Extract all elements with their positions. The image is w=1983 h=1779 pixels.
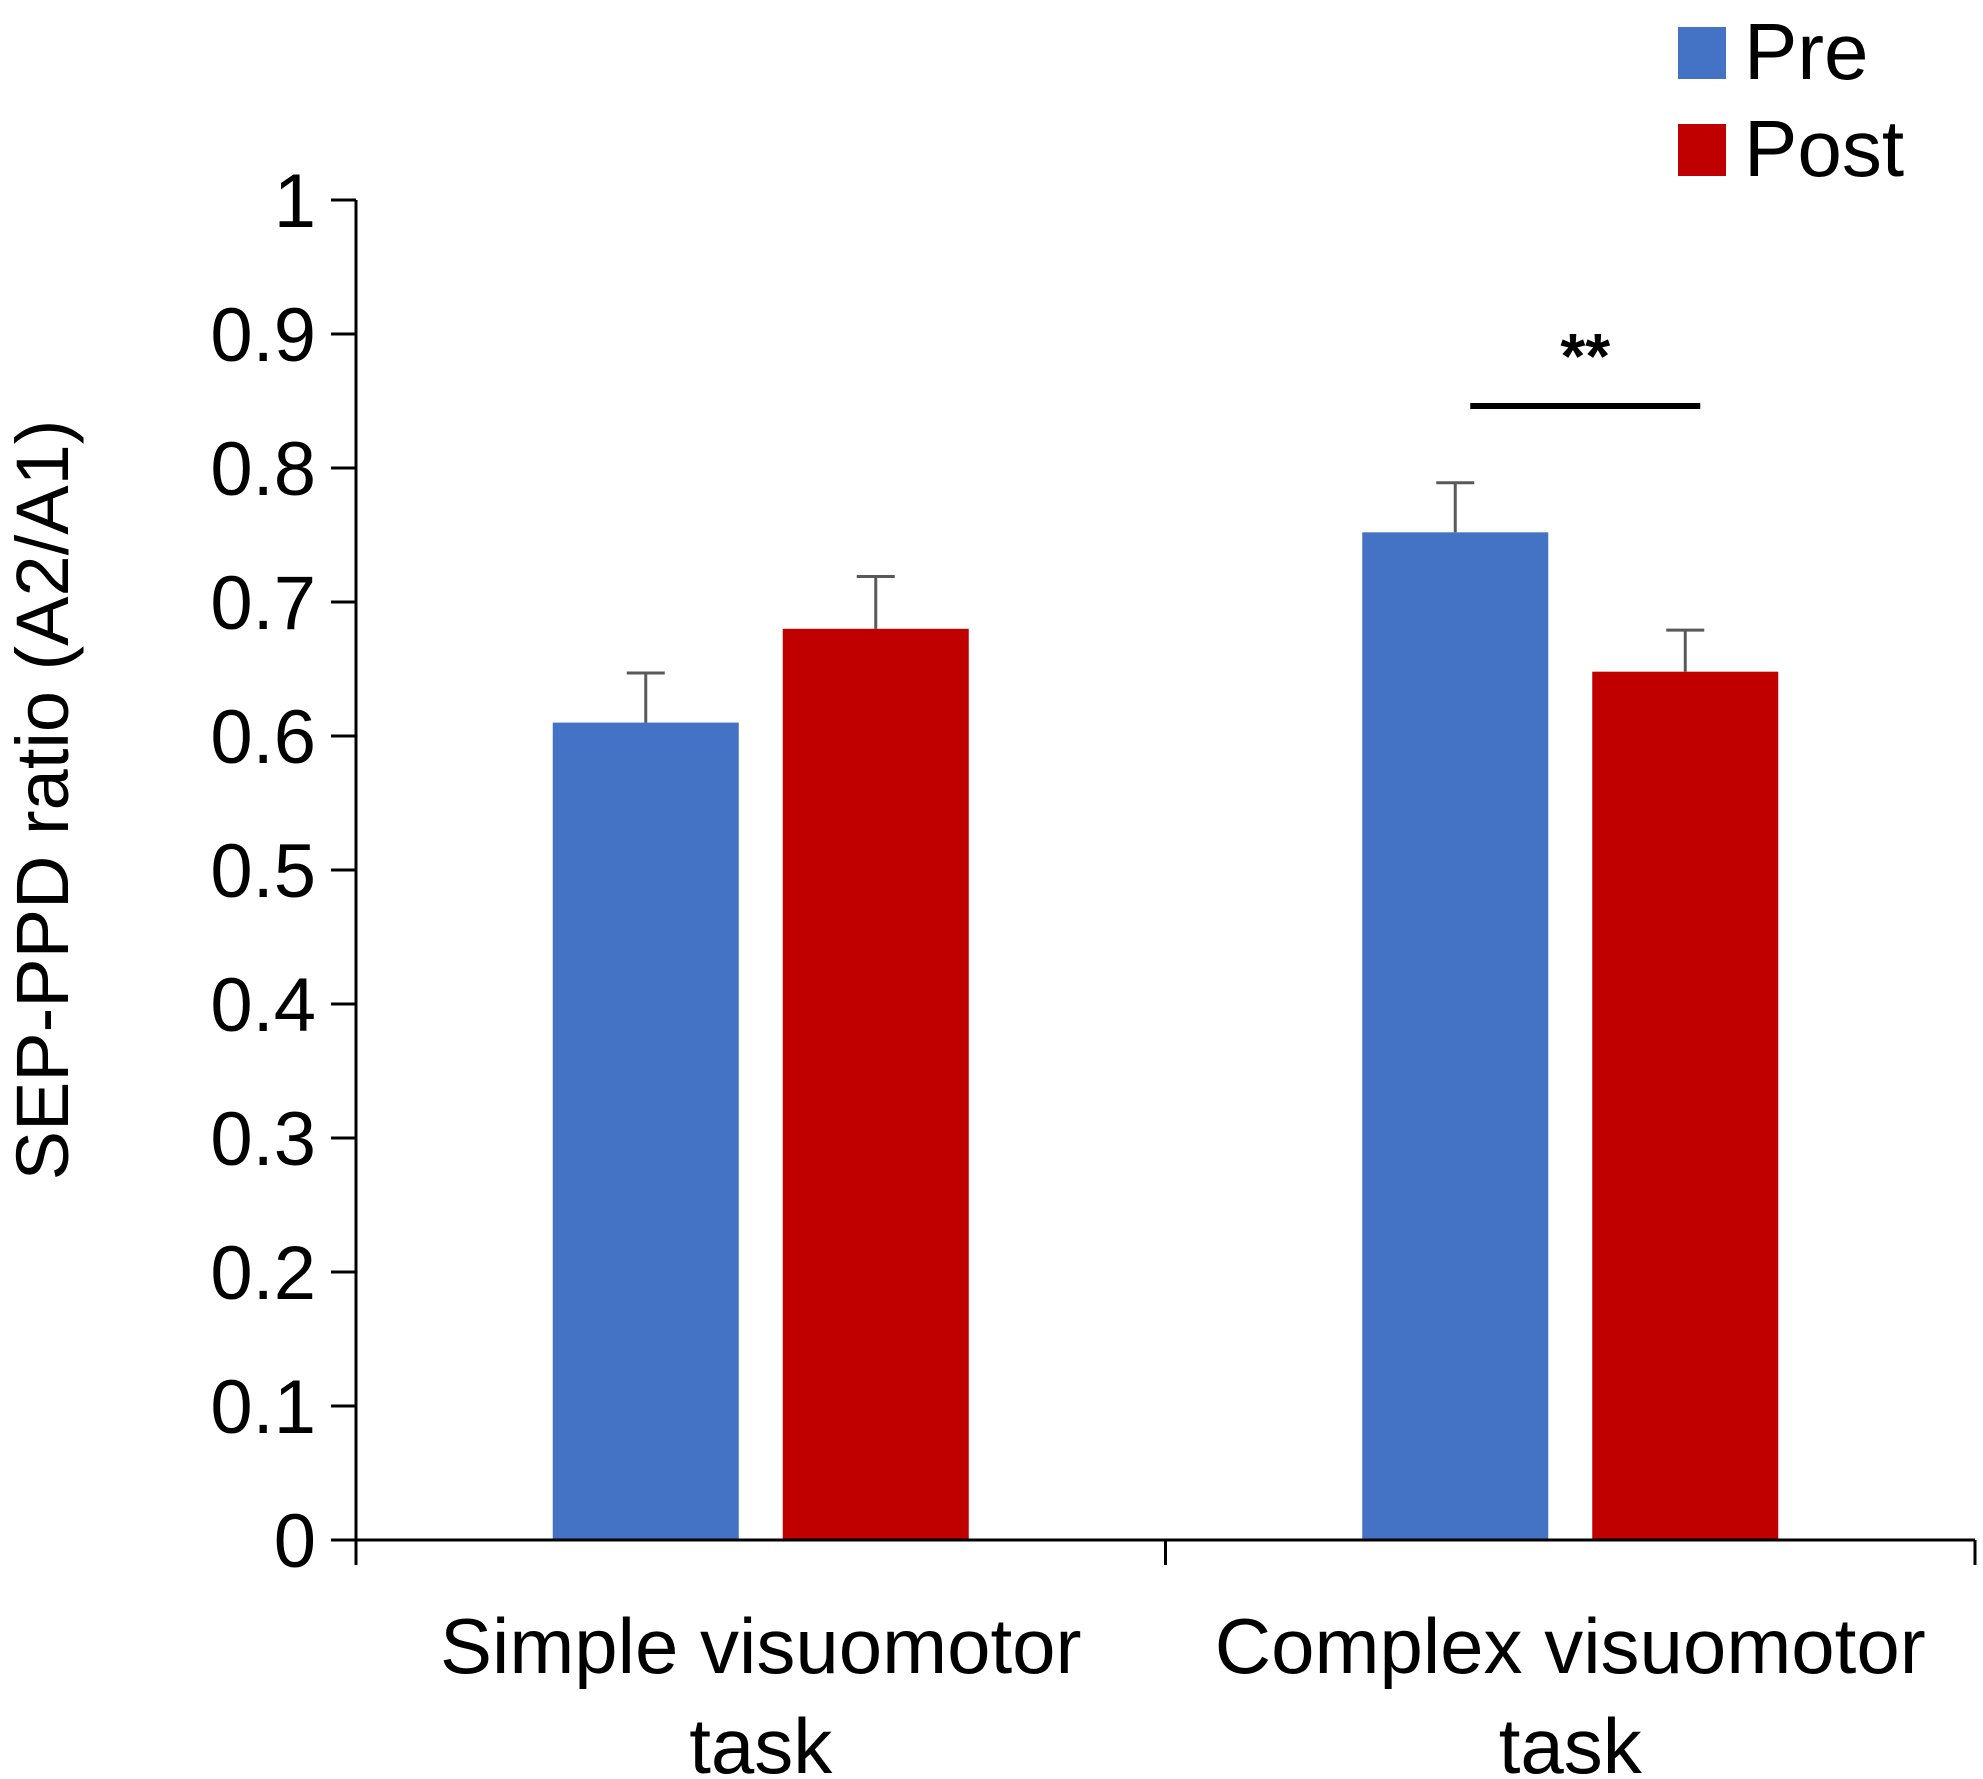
y-tick-label: 0.1 [210, 1365, 316, 1450]
x-category-label: Simple visuomotor [440, 1602, 1082, 1690]
y-tick-label: 0.2 [210, 1231, 316, 1316]
y-tick-label: 0.8 [210, 427, 316, 512]
y-tick-label: 0.4 [210, 963, 316, 1048]
y-tick-label: 0 [274, 1499, 316, 1584]
y-tick-label: 0.5 [210, 829, 316, 914]
x-category-label: task [689, 1702, 833, 1779]
bar-post-0 [782, 628, 969, 1540]
legend-swatch-pre [1678, 27, 1726, 79]
error-bars [626, 481, 1705, 723]
significance-label: ** [1560, 320, 1610, 392]
bars [552, 532, 1779, 1540]
y-tick-label: 0.6 [210, 695, 316, 780]
x-category-label: Complex visuomotor [1215, 1602, 1926, 1690]
bar-pre-1 [1362, 532, 1549, 1540]
legend-swatch-post [1678, 124, 1726, 176]
bar-post-1 [1592, 671, 1779, 1540]
y-tick-label: 0.9 [210, 293, 316, 378]
axes [354, 200, 1977, 1565]
legend-label-post: Post [1744, 104, 1904, 193]
y-axis-ticks: 0 0.1 0.2 0.3 0.4 0.5 0.6 0.7 0.8 0.9 1 [210, 159, 356, 1584]
category-labels: Simple visuomotor task Complex visuomotor t… [440, 1602, 1926, 1779]
x-category-label: task [1499, 1702, 1643, 1779]
legend-label-pre: Pre [1744, 7, 1869, 96]
bar-pre-0 [552, 722, 739, 1540]
significance-annotation: ** [1470, 320, 1701, 409]
y-axis-title: SEP-PPD ratio (A2/A1) [1, 420, 84, 1181]
y-tick-label: 0.3 [210, 1097, 316, 1182]
y-tick-label: 1 [274, 159, 316, 244]
y-tick-label: 0.7 [210, 561, 316, 646]
